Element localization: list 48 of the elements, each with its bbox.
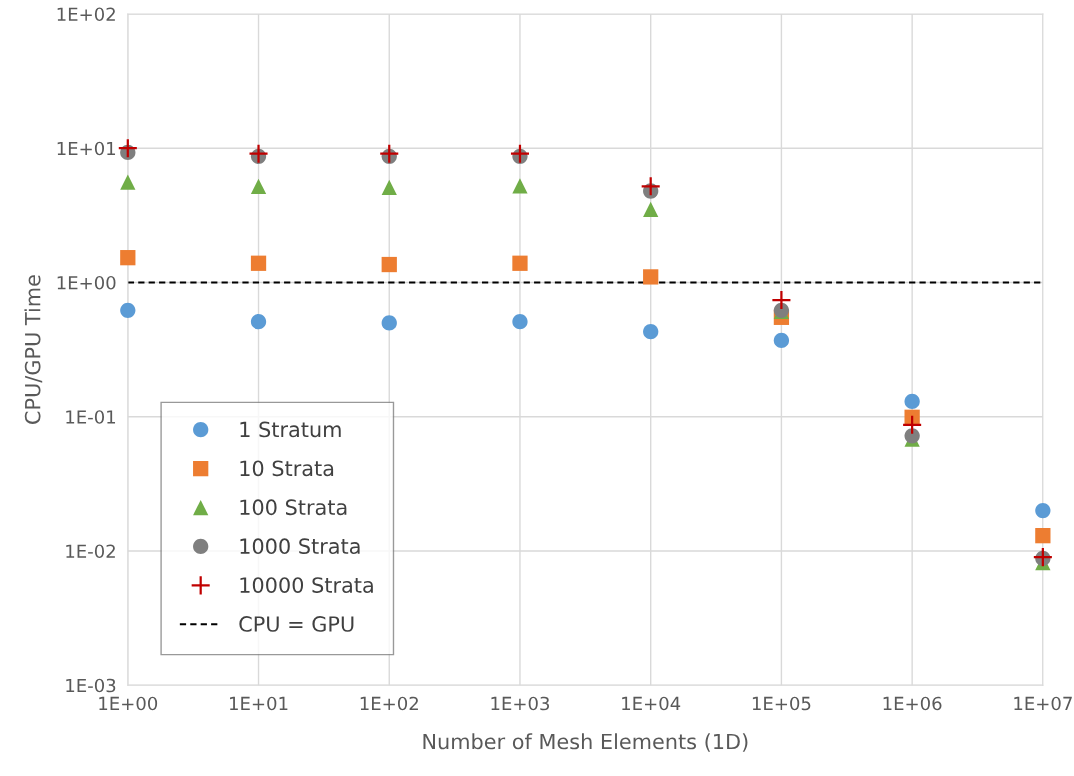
y-tick-label: 1E+00 [57,275,116,290]
point [643,324,659,340]
point [771,289,792,311]
x-tick-label: 1E+06 [883,696,942,711]
legend-label: 1000 Strata [240,538,360,555]
point [248,143,269,164]
x-tick-label: 1E+01 [230,696,288,711]
point [381,179,397,196]
point [512,255,528,271]
point [381,315,397,331]
point [120,250,136,266]
x-tick-label: 1E+03 [491,696,550,711]
y-tick-label: 1E-02 [66,544,115,559]
point [1035,502,1051,519]
point [640,176,661,197]
point [120,174,136,190]
point [643,269,659,285]
point [512,178,528,194]
point [250,178,267,194]
y-tick-label: 1E+01 [57,141,116,156]
y-axis-title: CPU/GPU Time [24,275,43,424]
legend-label: 10000 Strata [240,577,373,593]
point [120,302,136,318]
x-tick-label: 1E+05 [752,696,811,711]
legend-label: 10 Strata [240,460,334,477]
point [250,255,267,271]
point [1035,528,1051,544]
point [379,143,400,164]
point [250,314,267,330]
point [904,393,920,410]
point [509,143,531,164]
y-tick-label: 1E-03 [66,678,116,693]
legend-label: 100 Strata [240,499,347,516]
x-tick-label: 1E+04 [622,696,681,711]
point [643,201,659,218]
y-tick-label: 1E+02 [57,7,115,22]
x-axis-title: Number of Mesh Elements (1D) [423,733,748,752]
point [381,256,397,273]
legend-label: 1 Stratum [240,421,341,438]
point [512,314,528,330]
x-tick-label: 1E+07 [1014,696,1072,711]
x-tick-label: 1E+00 [99,696,158,711]
x-tick-label: 1E+02 [360,696,418,711]
point [117,138,138,159]
legend-label: CPU = GPU [239,616,354,632]
point [773,332,790,349]
point [902,414,923,435]
y-tick-label: 1E-01 [66,410,116,424]
